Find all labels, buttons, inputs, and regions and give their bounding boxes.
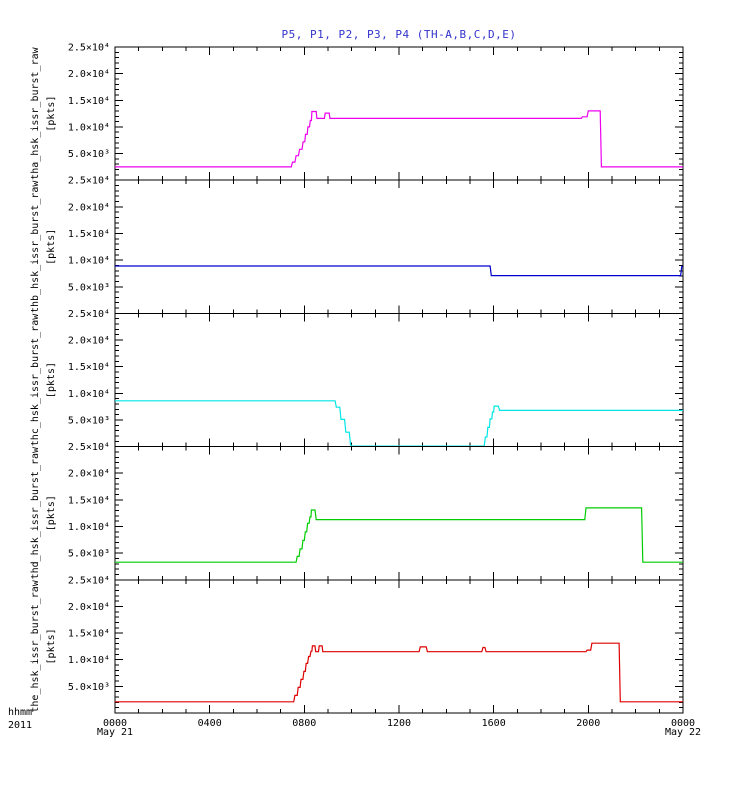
series-thd <box>115 507 683 563</box>
series-thb <box>115 265 683 277</box>
y-tick-label: 2.0×10⁴ <box>68 69 110 80</box>
y-tick-label: 1.0×10⁴ <box>68 122 110 133</box>
panel-frame <box>114 446 684 581</box>
y-tick-label: 2.5×10⁴ <box>68 442 110 453</box>
y-axis-units: [pkts] <box>46 229 57 265</box>
y-tick-label: 1.0×10⁴ <box>68 256 110 267</box>
y-axis-units: [pkts] <box>46 362 57 398</box>
series-the <box>115 642 683 703</box>
x-tick-label: 0000 <box>671 718 695 729</box>
panel-frame <box>114 46 684 181</box>
panel-frame <box>114 579 684 714</box>
chart-title: P5, P1, P2, P3, P4 (TH-A,B,C,D,E) <box>281 28 517 41</box>
y-tick-label: 2.5×10⁴ <box>68 575 110 586</box>
panel-thc: 2.5×10⁴ 2.0×10⁴ 1.5×10⁴ 1.0×10⁴ 5.0×10³ thc_h… <box>30 309 684 448</box>
y-tick-label: 5.0×10³ <box>68 149 110 160</box>
y-axis-units: [pkts] <box>46 96 57 132</box>
y-tick-label: 2.0×10⁴ <box>68 336 110 347</box>
y-tick-label: 5.0×10³ <box>68 282 110 293</box>
y-tick-label: 1.5×10⁴ <box>68 229 110 240</box>
x-axis-date-start: May 21 <box>96 727 134 738</box>
x-tick-label: 0400 <box>198 718 222 729</box>
y-tick-label: 5.0×10³ <box>68 415 110 426</box>
x-axis-date-end: May 22 <box>664 727 702 738</box>
x-tick-label: 1600 <box>482 718 506 729</box>
panel-tha: 2.5×10⁴ 2.0×10⁴ 1.5×10⁴ 1.0×10⁴ 5.0×10³ tha_h… <box>30 43 684 181</box>
y-tick-label: 5.0×10³ <box>68 682 110 693</box>
y-axis-name: thb_hsk_issr_burst_raw <box>30 180 41 313</box>
panel-thb: 2.5×10⁴ 2.0×10⁴ 1.5×10⁴ 1.0×10⁴ 5.0×10³ thb_h… <box>30 176 684 314</box>
y-axis-units: [pkts] <box>46 628 57 664</box>
y-tick-label: 1.0×10⁴ <box>68 655 110 666</box>
y-tick-label: 2.0×10⁴ <box>68 602 110 613</box>
x-tick-label: 1200 <box>387 718 411 729</box>
y-tick-label: 2.0×10⁴ <box>68 469 110 480</box>
y-tick-label: 1.0×10⁴ <box>68 522 110 533</box>
x-tick-label: 0000 <box>103 718 127 729</box>
y-tick-label: 1.5×10⁴ <box>68 495 110 506</box>
x-tick-label: 0800 <box>292 718 316 729</box>
y-tick-label: 2.5×10⁴ <box>68 43 110 54</box>
y-axis-name: tha_hsk_issr_burst_raw <box>30 46 41 179</box>
y-tick-label: 1.5×10⁴ <box>68 96 110 107</box>
panel-frame <box>114 312 684 448</box>
panel-frame <box>114 179 684 314</box>
y-tick-label: 2.0×10⁴ <box>68 202 110 213</box>
x-axis-year-label: 2011 <box>8 720 33 731</box>
y-tick-label: 1.5×10⁴ <box>68 629 110 640</box>
y-axis-units: [pkts] <box>46 495 57 531</box>
y-tick-label: 2.5×10⁴ <box>68 309 110 320</box>
y-axis-name: thd_hsk_issr_burst_raw <box>30 446 41 579</box>
panel-thd: 2.5×10⁴ 2.0×10⁴ 1.5×10⁴ 1.0×10⁴ 5.0×10³ thd_h… <box>30 442 684 581</box>
x-tick-label: 2000 <box>576 718 600 729</box>
y-tick-label: 1.5×10⁴ <box>68 362 110 373</box>
y-axis-name: thc_hsk_issr_burst_raw <box>30 313 41 446</box>
y-tick-label: 1.0×10⁴ <box>68 389 110 400</box>
y-tick-label: 2.5×10⁴ <box>68 176 110 187</box>
series-tha <box>115 110 683 168</box>
panel-the: 2.5×10⁴ 2.0×10⁴ 1.5×10⁴ 1.0×10⁴ 5.0×10³ the_h… <box>30 575 684 714</box>
x-axis-unit-label: hhmm <box>8 707 33 718</box>
y-tick-label: 5.0×10³ <box>68 549 110 560</box>
y-axis-name: the_hsk_issr_burst_raw <box>30 579 41 712</box>
series-thc <box>115 400 683 447</box>
